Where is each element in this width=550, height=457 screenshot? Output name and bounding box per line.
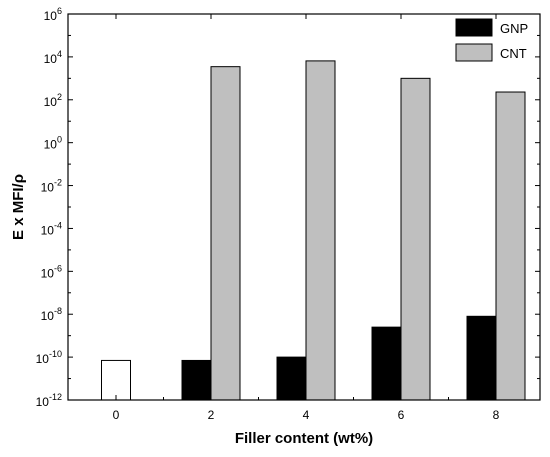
y-tick-label: 10-4 bbox=[41, 220, 62, 237]
legend: GNP CNT bbox=[455, 18, 528, 62]
x-axis: 0 2 4 6 8 bbox=[113, 14, 500, 422]
x-axis-title: Filler content (wt%) bbox=[235, 430, 373, 447]
y-tick-label: 102 bbox=[44, 92, 62, 109]
y-tick-label: 106 bbox=[44, 6, 62, 23]
legend-label-gnp: GNP bbox=[500, 21, 528, 36]
bar-gnp-4 bbox=[276, 356, 307, 401]
bar-cnt-8 bbox=[495, 91, 526, 401]
bar-gnp-2 bbox=[181, 359, 212, 401]
legend-label-cnt: CNT bbox=[500, 46, 527, 61]
y-tick-label: 104 bbox=[44, 49, 62, 66]
bars-group bbox=[101, 60, 526, 401]
y-axis-title: E x MFI/ρ bbox=[10, 174, 27, 240]
y-tick-label: 10-8 bbox=[41, 306, 62, 323]
y-tick-label: 100 bbox=[44, 135, 62, 152]
x-tick-label: 6 bbox=[398, 408, 405, 422]
bar-gnp-8 bbox=[466, 315, 497, 401]
bar-cnt-4 bbox=[305, 60, 336, 401]
x-tick-label: 0 bbox=[113, 408, 120, 422]
x-tick-label: 4 bbox=[303, 408, 310, 422]
bar-cnt-6 bbox=[400, 77, 431, 401]
y-tick-label: 10-12 bbox=[36, 392, 62, 409]
bar-gnp-0 bbox=[101, 359, 131, 401]
y-tick-label: 10-10 bbox=[36, 349, 62, 366]
legend-swatch-gnp bbox=[455, 18, 493, 37]
bar-gnp-6 bbox=[371, 326, 402, 401]
bar-cnt-2 bbox=[210, 66, 241, 401]
x-tick-label: 2 bbox=[208, 408, 215, 422]
y-tick-label: 10-2 bbox=[41, 178, 62, 195]
x-tick-label: 8 bbox=[493, 408, 500, 422]
y-tick-label: 10-6 bbox=[41, 263, 62, 280]
y-axis: 10-12 10-10 10-8 10-6 10-4 10-2 100 102 104 106 bbox=[36, 6, 540, 409]
legend-swatch-cnt bbox=[455, 43, 493, 62]
